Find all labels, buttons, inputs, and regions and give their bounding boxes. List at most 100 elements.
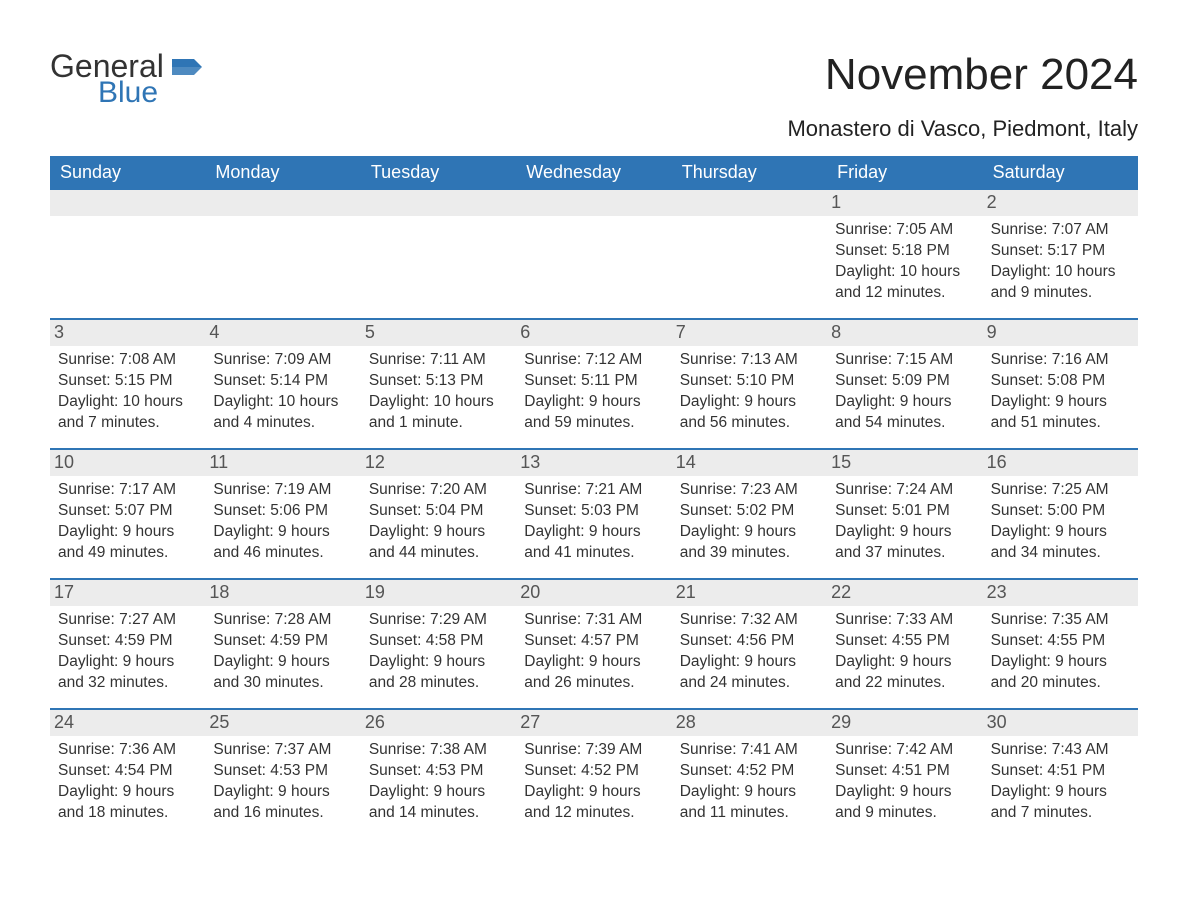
day-number: 25	[205, 710, 360, 736]
day-cell: 21 Sunrise: 7:32 AMSunset: 4:56 PMDayligh…	[672, 580, 827, 708]
sunrise-line: Sunrise: 7:23 AM	[680, 480, 819, 501]
day-number: 6	[516, 320, 671, 346]
daylight-line: Daylight: 9 hours and 49 minutes.	[58, 522, 197, 564]
sunset-line: Sunset: 4:56 PM	[680, 631, 819, 652]
sunrise-line: Sunrise: 7:24 AM	[835, 480, 974, 501]
daylight-line: Daylight: 9 hours and 28 minutes.	[369, 652, 508, 694]
day-info: Sunrise: 7:21 AMSunset: 5:03 PMDaylight:…	[524, 480, 663, 564]
calendar-week: 10 Sunrise: 7:17 AMSunset: 5:07 PMDayligh…	[50, 448, 1138, 578]
sunset-line: Sunset: 4:53 PM	[369, 761, 508, 782]
day-info: Sunrise: 7:37 AMSunset: 4:53 PMDaylight:…	[213, 740, 352, 824]
sunrise-line: Sunrise: 7:11 AM	[369, 350, 508, 371]
day-number: 21	[672, 580, 827, 606]
sunrise-line: Sunrise: 7:17 AM	[58, 480, 197, 501]
sunrise-line: Sunrise: 7:05 AM	[835, 220, 974, 241]
sunset-line: Sunset: 5:01 PM	[835, 501, 974, 522]
daylight-line: Daylight: 9 hours and 9 minutes.	[835, 782, 974, 824]
day-info: Sunrise: 7:17 AMSunset: 5:07 PMDaylight:…	[58, 480, 197, 564]
day-cell	[361, 190, 516, 318]
day-number: 13	[516, 450, 671, 476]
day-info: Sunrise: 7:35 AMSunset: 4:55 PMDaylight:…	[991, 610, 1130, 694]
day-info: Sunrise: 7:32 AMSunset: 4:56 PMDaylight:…	[680, 610, 819, 694]
day-info: Sunrise: 7:19 AMSunset: 5:06 PMDaylight:…	[213, 480, 352, 564]
daylight-line: Daylight: 9 hours and 59 minutes.	[524, 392, 663, 434]
sunset-line: Sunset: 5:18 PM	[835, 241, 974, 262]
weeks-container: 1Sunrise: 7:05 AMSunset: 5:18 PMDaylight…	[50, 190, 1138, 838]
sunrise-line: Sunrise: 7:43 AM	[991, 740, 1130, 761]
day-number: 18	[205, 580, 360, 606]
day-cell: 7Sunrise: 7:13 AMSunset: 5:10 PMDaylight…	[672, 320, 827, 448]
day-cell: 23Sunrise: 7:35 AMSunset: 4:55 PMDayligh…	[983, 580, 1138, 708]
day-cell: 17Sunrise: 7:27 AMSunset: 4:59 PMDayligh…	[50, 580, 205, 708]
daylight-line: Daylight: 9 hours and 32 minutes.	[58, 652, 197, 694]
day-info: Sunrise: 7:28 AMSunset: 4:59 PMDaylight:…	[213, 610, 352, 694]
sunrise-line: Sunrise: 7:35 AM	[991, 610, 1130, 631]
day-info: Sunrise: 7:05 AMSunset: 5:18 PMDaylight:…	[835, 220, 974, 304]
day-info: Sunrise: 7:16 AMSunset: 5:08 PMDaylight:…	[991, 350, 1130, 434]
day-info: Sunrise: 7:36 AMSunset: 4:54 PMDaylight:…	[58, 740, 197, 824]
day-number	[205, 190, 360, 216]
sunrise-line: Sunrise: 7:07 AM	[991, 220, 1130, 241]
sunrise-line: Sunrise: 7:31 AM	[524, 610, 663, 631]
day-info: Sunrise: 7:23 AMSunset: 5:02 PMDaylight:…	[680, 480, 819, 564]
day-of-week-header: Sunday Monday Tuesday Wednesday Thursday…	[50, 156, 1138, 190]
day-cell: 16 Sunrise: 7:25 AMSunset: 5:00 PMDayligh…	[983, 450, 1138, 578]
day-number	[361, 190, 516, 216]
day-number	[516, 190, 671, 216]
day-cell: 1Sunrise: 7:05 AMSunset: 5:18 PMDaylight…	[827, 190, 982, 318]
logo: General Blue	[50, 50, 202, 108]
day-info: Sunrise: 7:11 AMSunset: 5:13 PMDaylight:…	[369, 350, 508, 434]
logo-flag-icon	[172, 55, 202, 82]
sunset-line: Sunset: 5:15 PM	[58, 371, 197, 392]
sunset-line: Sunset: 5:00 PM	[991, 501, 1130, 522]
day-cell: 9Sunrise: 7:16 AMSunset: 5:08 PMDaylight…	[983, 320, 1138, 448]
daylight-line: Daylight: 10 hours and 1 minute.	[369, 392, 508, 434]
day-info: Sunrise: 7:15 AMSunset: 5:09 PMDaylight:…	[835, 350, 974, 434]
sunrise-line: Sunrise: 7:28 AM	[213, 610, 352, 631]
day-cell: 29Sunrise: 7:42 AMSunset: 4:51 PMDayligh…	[827, 710, 982, 838]
day-cell: 4Sunrise: 7:09 AMSunset: 5:14 PMDaylight…	[205, 320, 360, 448]
sunset-line: Sunset: 5:04 PM	[369, 501, 508, 522]
daylight-line: Daylight: 9 hours and 30 minutes.	[213, 652, 352, 694]
day-info: Sunrise: 7:25 AMSunset: 5:00 PMDaylight:…	[991, 480, 1130, 564]
sunrise-line: Sunrise: 7:36 AM	[58, 740, 197, 761]
day-cell	[672, 190, 827, 318]
day-number: 5	[361, 320, 516, 346]
sunrise-line: Sunrise: 7:20 AM	[369, 480, 508, 501]
sunset-line: Sunset: 5:14 PM	[213, 371, 352, 392]
day-number	[672, 190, 827, 216]
daylight-line: Daylight: 9 hours and 20 minutes.	[991, 652, 1130, 694]
day-number: 27	[516, 710, 671, 736]
day-number: 10	[50, 450, 205, 476]
sunrise-line: Sunrise: 7:32 AM	[680, 610, 819, 631]
sunset-line: Sunset: 5:08 PM	[991, 371, 1130, 392]
daylight-line: Daylight: 9 hours and 56 minutes.	[680, 392, 819, 434]
sunrise-line: Sunrise: 7:12 AM	[524, 350, 663, 371]
sunrise-line: Sunrise: 7:19 AM	[213, 480, 352, 501]
sunrise-line: Sunrise: 7:39 AM	[524, 740, 663, 761]
daylight-line: Daylight: 9 hours and 54 minutes.	[835, 392, 974, 434]
day-cell: 11Sunrise: 7:19 AMSunset: 5:06 PMDayligh…	[205, 450, 360, 578]
day-number: 14	[672, 450, 827, 476]
sunrise-line: Sunrise: 7:37 AM	[213, 740, 352, 761]
day-cell: 15Sunrise: 7:24 AMSunset: 5:01 PMDayligh…	[827, 450, 982, 578]
sunset-line: Sunset: 4:55 PM	[835, 631, 974, 652]
day-info: Sunrise: 7:27 AMSunset: 4:59 PMDaylight:…	[58, 610, 197, 694]
daylight-line: Daylight: 10 hours and 7 minutes.	[58, 392, 197, 434]
day-cell: 13 Sunrise: 7:21 AMSunset: 5:03 PMDayligh…	[516, 450, 671, 578]
day-info: Sunrise: 7:08 AMSunset: 5:15 PMDaylight:…	[58, 350, 197, 434]
day-cell: 14 Sunrise: 7:23 AMSunset: 5:02 PMDayligh…	[672, 450, 827, 578]
day-info: Sunrise: 7:29 AMSunset: 4:58 PMDaylight:…	[369, 610, 508, 694]
day-cell: 25 Sunrise: 7:37 AMSunset: 4:53 PMDayligh…	[205, 710, 360, 838]
daylight-line: Daylight: 9 hours and 41 minutes.	[524, 522, 663, 564]
daylight-line: Daylight: 9 hours and 44 minutes.	[369, 522, 508, 564]
logo-text-blue: Blue	[98, 78, 202, 108]
daylight-line: Daylight: 9 hours and 24 minutes.	[680, 652, 819, 694]
day-number: 16	[983, 450, 1138, 476]
daylight-line: Daylight: 9 hours and 46 minutes.	[213, 522, 352, 564]
sunrise-line: Sunrise: 7:42 AM	[835, 740, 974, 761]
page: General Blue November 2024 Monastero di …	[0, 0, 1188, 878]
dow-friday: Friday	[827, 156, 982, 190]
calendar-week: 1Sunrise: 7:05 AMSunset: 5:18 PMDaylight…	[50, 190, 1138, 318]
sunrise-line: Sunrise: 7:08 AM	[58, 350, 197, 371]
